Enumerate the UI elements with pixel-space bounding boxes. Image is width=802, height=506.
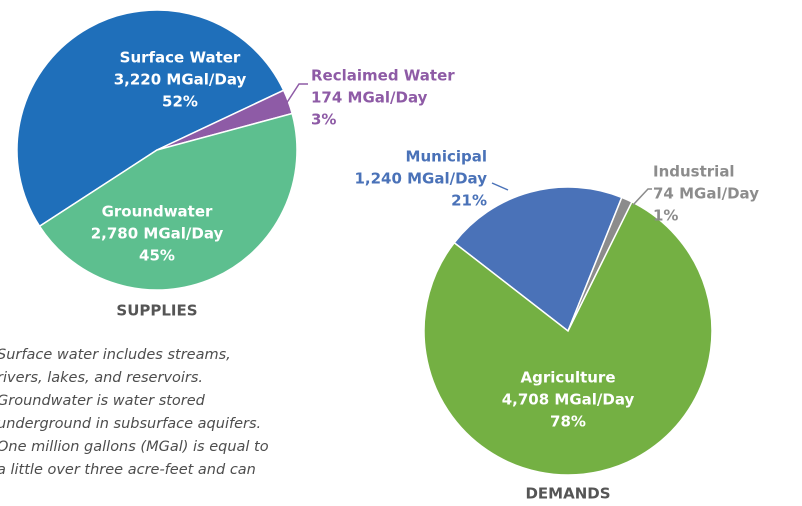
slice-label: Agriculture xyxy=(520,369,615,387)
note-line: Groundwater is water stored xyxy=(0,393,206,409)
slice-label: Surface Water xyxy=(120,49,241,67)
note-line: One million gallons (MGal) is equal to xyxy=(0,439,269,455)
pie-slice xyxy=(423,200,713,476)
chart-title: DEMANDS xyxy=(525,485,610,503)
percent-label: 45% xyxy=(139,247,175,265)
value-label: 174 MGal/Day xyxy=(311,89,428,107)
pie xyxy=(423,186,713,476)
pie-slice xyxy=(16,9,285,228)
pie xyxy=(16,9,298,291)
percent-label: 52% xyxy=(162,93,198,111)
value-label: 74 MGal/Day xyxy=(653,185,759,203)
value-label: 3,220 MGal/Day xyxy=(114,71,247,89)
note-line: Surface water includes streams, xyxy=(0,347,231,363)
leader-line xyxy=(491,182,509,191)
slice-label: Groundwater xyxy=(102,203,213,221)
chart-title: SUPPLIES xyxy=(116,302,197,320)
note-line: rivers, lakes, and reservoirs. xyxy=(0,370,203,386)
percent-label: 3% xyxy=(311,111,336,129)
percent-label: 21% xyxy=(451,192,487,210)
pie-slice xyxy=(38,112,298,291)
pie-slice xyxy=(453,186,623,333)
note-line: underground in subsurface aquifers. xyxy=(0,416,261,432)
slice-label: Industrial xyxy=(653,163,735,181)
slice-label: Reclaimed Water xyxy=(311,67,455,85)
note-line: a little over three acre-feet and can xyxy=(0,462,256,478)
percent-label: 78% xyxy=(550,413,586,431)
slice-label: Municipal xyxy=(406,148,487,166)
value-label: 1,240 MGal/Day xyxy=(354,170,487,188)
leader-line xyxy=(632,188,652,206)
value-label: 4,708 MGal/Day xyxy=(502,391,635,409)
value-label: 2,780 MGal/Day xyxy=(91,225,224,243)
percent-label: 1% xyxy=(653,207,678,225)
leader-line xyxy=(285,83,308,105)
